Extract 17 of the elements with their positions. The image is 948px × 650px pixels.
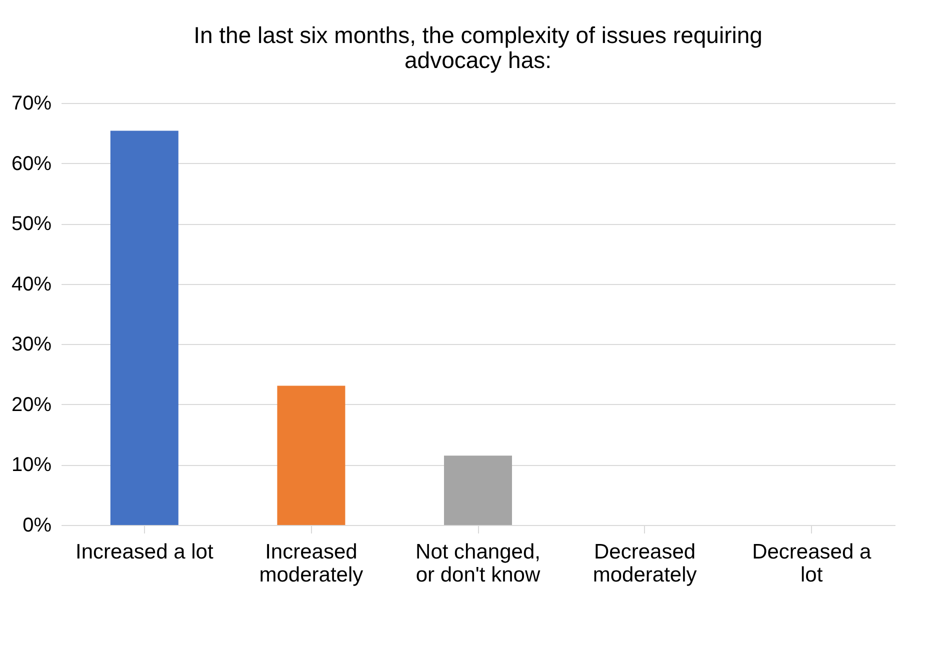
y-tick-label: 0% <box>22 514 52 536</box>
bar <box>444 456 512 525</box>
x-tick-label: Not changed, or don't know <box>416 540 541 586</box>
bar <box>110 130 178 525</box>
y-tick-label: 30% <box>11 334 52 356</box>
y-tick-label: 10% <box>11 454 52 476</box>
y-tick-label: 50% <box>11 213 52 236</box>
y-tick-label: 20% <box>11 394 52 416</box>
y-tick-label: 70% <box>11 92 52 114</box>
x-tick-label: Decreased moderately <box>592 540 698 586</box>
x-tick-label: Increased moderately <box>259 540 364 586</box>
bar <box>277 386 346 525</box>
y-tick-label: 60% <box>11 152 52 175</box>
y-tick-label: 40% <box>11 273 52 296</box>
x-tick-label: Increased a lot <box>76 540 214 564</box>
x-tick-label: Decreased a lot <box>752 540 872 586</box>
chart-title: In the last six months, the complexity of issues requiring advocacy has: <box>194 22 762 73</box>
